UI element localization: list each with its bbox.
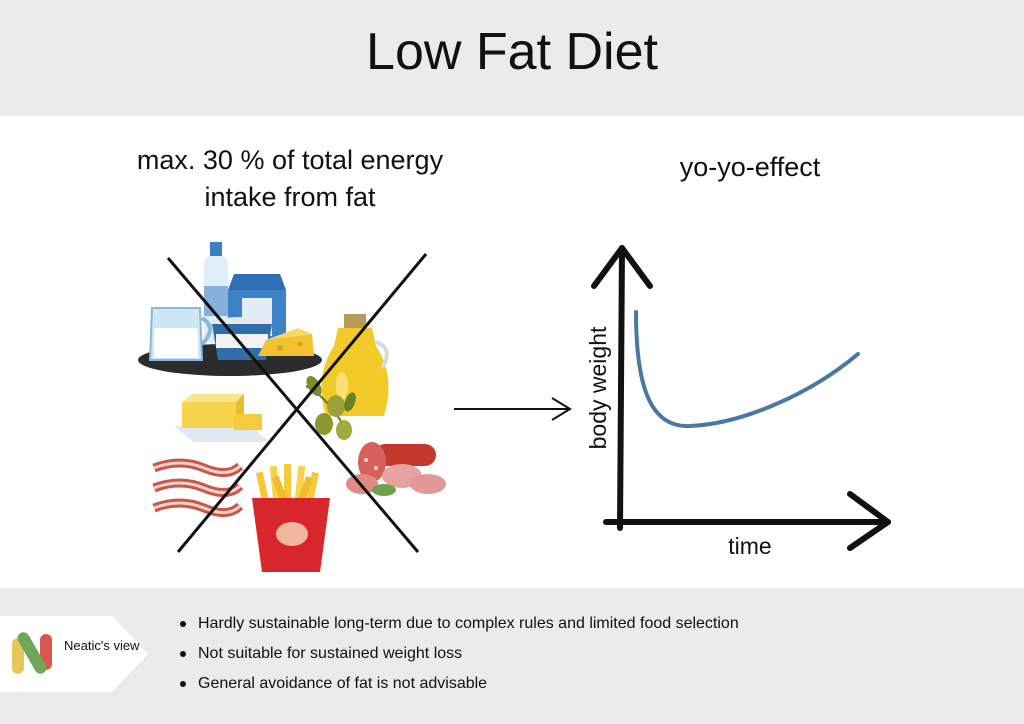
cheese-icon (258, 328, 314, 356)
arrow-right-icon (454, 397, 572, 421)
cross-out-icon (166, 253, 428, 553)
food-illustration (138, 242, 446, 572)
milk-jug-icon (148, 307, 212, 361)
list-item: General avoidance of fat is not advisabl… (178, 672, 739, 702)
neatic-logo-icon (12, 632, 52, 674)
y-axis (591, 245, 653, 531)
opinion-list: Hardly sustainable long-term due to comp… (178, 612, 739, 702)
page-title: Low Fat Diet (366, 23, 658, 81)
x-axis-label: time (728, 533, 771, 559)
list-item: Hardly sustainable long-term due to comp… (178, 612, 739, 642)
footer-band (0, 588, 1024, 724)
header-band: Low Fat Diet (0, 0, 1024, 116)
badge-label: Neatic's view (64, 638, 140, 653)
bacon-icon (152, 458, 244, 517)
chart-heading: yo-yo-effect (679, 152, 821, 182)
badge-background (0, 616, 148, 692)
weight-curve (634, 310, 860, 429)
fat-limit-text: max. 30 % of total energy intake from fa… (136, 145, 444, 212)
x-axis (603, 491, 891, 551)
list-item: Not suitable for sustained weight loss (178, 642, 739, 672)
oil-bottle-icon (321, 314, 389, 416)
y-axis-label: body weight (585, 326, 611, 449)
salami-icon (346, 442, 446, 496)
butter-icon (174, 394, 270, 442)
fries-icon (252, 464, 330, 572)
yo-yo-chart: body weight time (585, 245, 891, 559)
neatic-badge: Neatic's view (0, 616, 150, 692)
